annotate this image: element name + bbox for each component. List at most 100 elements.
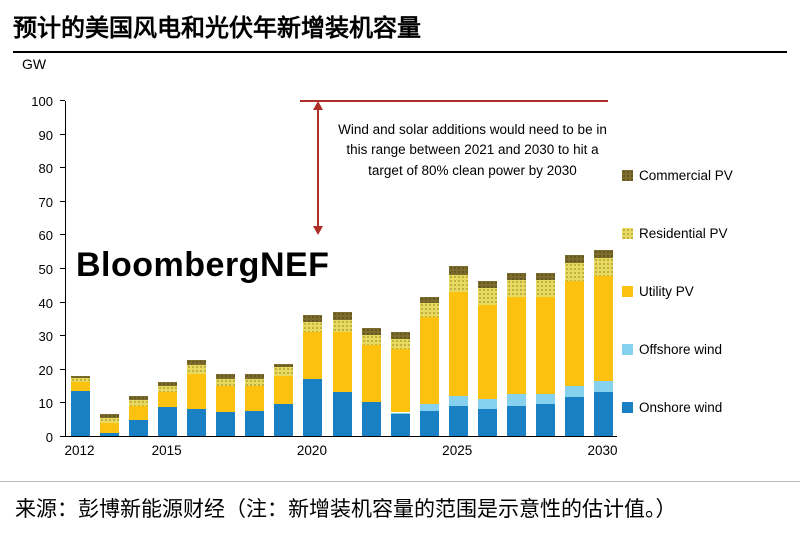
legend-item-offshore-wind: Offshore wind — [622, 342, 733, 357]
bar-segment-onshore-wind — [390, 414, 410, 436]
bar-2015 — [158, 101, 178, 436]
y-axis: 0 10 20 30 40 50 60 70 80 90 100 — [0, 94, 65, 445]
bar-segment-residential-pv — [390, 338, 410, 349]
bar-segment-commercial-pv — [419, 296, 439, 304]
bar-segment-commercial-pv — [448, 266, 468, 275]
legend-item-commercial-pv: Commercial PV — [622, 168, 733, 183]
bar-segment-commercial-pv — [564, 254, 584, 263]
bar-segment-offshore-wind — [506, 394, 526, 406]
bar-segment-commercial-pv — [187, 360, 207, 366]
bar-segment-commercial-pv — [390, 331, 410, 339]
y-tick-label: 30 — [38, 329, 53, 345]
x-tick-label-2030: 2030 — [587, 443, 618, 458]
bar-segment-commercial-pv — [593, 249, 613, 258]
legend-item-utility-pv: Utility PV — [622, 284, 733, 299]
x-axis: 2012 2015 2020 2025 2030 — [64, 443, 618, 463]
bar-segment-commercial-pv — [129, 396, 149, 401]
bar-segment-commercial-pv — [332, 311, 352, 321]
x-tick-label-2025: 2025 — [442, 443, 473, 458]
bar-segment-residential-pv — [506, 279, 526, 297]
y-tick-label: 0 — [45, 430, 53, 445]
bar-segment-residential-pv — [129, 400, 149, 407]
bar-segment-commercial-pv — [303, 315, 323, 322]
range-arrow-down-head — [313, 226, 323, 236]
bar-2018 — [245, 101, 265, 436]
y-tick-mark — [60, 436, 65, 437]
bar-segment-residential-pv — [303, 321, 323, 332]
legend-swatch — [622, 228, 633, 239]
bar-segment-commercial-pv — [506, 273, 526, 280]
bar-segment-residential-pv — [332, 320, 352, 332]
bar-2020 — [303, 101, 323, 436]
bar-segment-offshore-wind — [593, 380, 613, 393]
bar-segment-utility-pv — [448, 291, 468, 396]
bar-segment-residential-pv — [535, 279, 555, 297]
y-tick-label: 90 — [38, 127, 53, 143]
range-arrow-up-head — [313, 101, 323, 110]
bar-segment-offshore-wind — [448, 395, 468, 406]
legend-swatch — [622, 286, 633, 297]
bar-segment-onshore-wind — [506, 405, 526, 436]
bar-segment-commercial-pv — [245, 373, 265, 379]
range-top-line — [300, 100, 608, 102]
bar-segment-utility-pv — [100, 422, 120, 433]
bar-segment-commercial-pv — [71, 375, 91, 379]
bar-segment-residential-pv — [448, 274, 468, 292]
bar-2029 — [564, 101, 584, 436]
legend: Commercial PV Residential PV Utility PV Off… — [622, 168, 733, 415]
bar-segment-onshore-wind — [129, 419, 149, 436]
watermark: BloombergNEF — [76, 246, 330, 284]
legend-label: Offshore wind — [639, 342, 723, 357]
bar-segment-residential-pv — [274, 367, 294, 376]
y-tick-label: 80 — [38, 161, 53, 177]
bar-segment-utility-pv — [332, 331, 352, 393]
source-note: 来源：彭博新能源财经（注：新增装机容量的范围是示意性的估计值。） — [15, 498, 677, 521]
bar-2014 — [129, 101, 149, 436]
bar-segment-utility-pv — [361, 345, 381, 403]
bar-segment-commercial-pv — [158, 382, 178, 386]
bar-segment-onshore-wind — [448, 405, 468, 436]
range-arrow-shaft — [317, 108, 319, 229]
bar-segment-utility-pv — [274, 375, 294, 405]
y-tick-label: 60 — [38, 228, 53, 244]
plot-area — [65, 101, 617, 437]
legend-label: Utility PV — [639, 284, 694, 299]
legend-swatch — [622, 402, 633, 413]
bar-segment-onshore-wind — [158, 407, 178, 436]
bar-segment-onshore-wind — [361, 402, 381, 436]
bar-segment-onshore-wind — [71, 390, 91, 436]
legend-item-residential-pv: Residential PV — [622, 226, 733, 241]
bar-segment-residential-pv — [100, 417, 120, 423]
legend-item-onshore-wind: Onshore wind — [622, 400, 733, 415]
bar-2019 — [274, 101, 294, 436]
bar-segment-offshore-wind — [564, 385, 584, 398]
bar-segment-onshore-wind — [332, 392, 352, 436]
bar-2012 — [71, 101, 91, 436]
bar-segment-offshore-wind — [419, 404, 439, 411]
bar-segment-utility-pv — [506, 296, 526, 394]
bar-segment-residential-pv — [71, 378, 91, 383]
x-tick-label-2012: 2012 — [64, 443, 95, 458]
legend-label: Residential PV — [639, 226, 728, 241]
bar-2025 — [448, 101, 468, 436]
bar-2030 — [593, 101, 613, 436]
bar-segment-residential-pv — [158, 385, 178, 393]
bar-segment-utility-pv — [593, 276, 613, 381]
bar-segment-offshore-wind — [390, 412, 410, 415]
annotation-text: Wind and solar additions would need to b… — [338, 122, 607, 178]
bar-segment-residential-pv — [593, 257, 613, 277]
bar-segment-onshore-wind — [187, 409, 207, 436]
bar-segment-utility-pv — [390, 348, 410, 413]
y-tick-mark — [60, 167, 65, 169]
y-tick-mark — [60, 234, 65, 236]
bar-segment-utility-pv — [477, 304, 497, 400]
bar-segment-onshore-wind — [216, 412, 236, 436]
bar-segment-commercial-pv — [100, 414, 120, 418]
bar-segment-offshore-wind — [477, 399, 497, 410]
bar-2016 — [187, 101, 207, 436]
bar-segment-utility-pv — [245, 385, 265, 411]
bar-segment-onshore-wind — [274, 404, 294, 436]
bar-segment-onshore-wind — [100, 432, 120, 436]
bar-2022 — [361, 101, 381, 436]
